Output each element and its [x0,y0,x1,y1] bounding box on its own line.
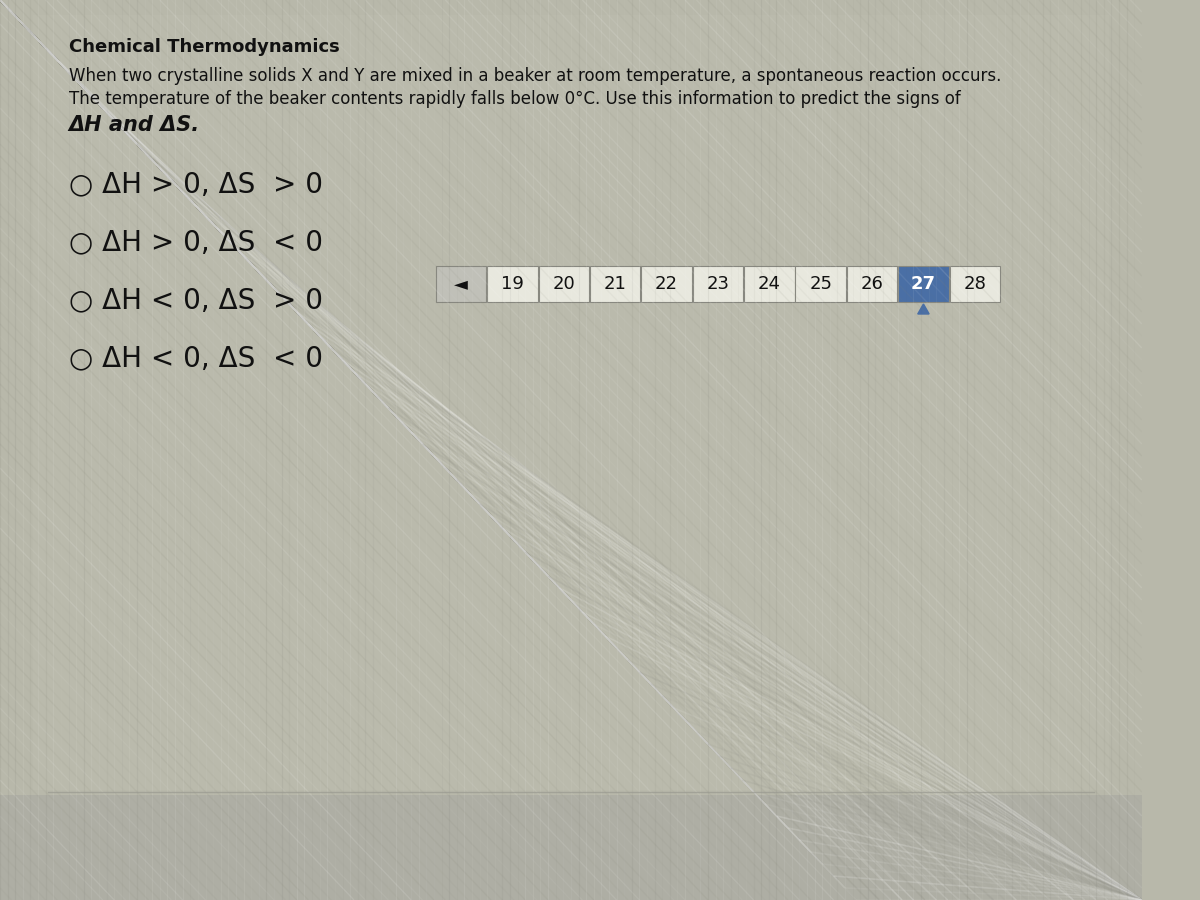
Text: ○ ΔH > 0, ΔS  > 0: ○ ΔH > 0, ΔS > 0 [68,170,323,198]
FancyBboxPatch shape [899,266,949,302]
Text: 19: 19 [500,275,524,293]
Text: 25: 25 [809,275,832,293]
Text: The temperature of the beaker contents rapidly falls below 0°C. Use this informa: The temperature of the beaker contents r… [68,90,960,108]
FancyBboxPatch shape [641,266,691,302]
Text: 27: 27 [911,275,936,293]
Text: Chemical Thermodynamics: Chemical Thermodynamics [68,38,340,56]
FancyBboxPatch shape [847,266,898,302]
FancyBboxPatch shape [487,266,538,302]
Text: 22: 22 [655,275,678,293]
Text: 20: 20 [552,275,575,293]
FancyBboxPatch shape [744,266,794,302]
FancyBboxPatch shape [539,266,589,302]
FancyBboxPatch shape [590,266,641,302]
Text: 28: 28 [964,275,986,293]
Text: ○ ΔH < 0, ΔS  > 0: ○ ΔH < 0, ΔS > 0 [68,286,323,314]
Text: 26: 26 [860,275,883,293]
Polygon shape [918,304,929,314]
FancyBboxPatch shape [0,795,1142,900]
FancyBboxPatch shape [692,266,743,302]
Text: ○ ΔH < 0, ΔS  < 0: ○ ΔH < 0, ΔS < 0 [68,344,323,372]
Text: ◄: ◄ [454,275,468,293]
FancyBboxPatch shape [436,266,486,302]
FancyBboxPatch shape [949,266,1000,302]
FancyBboxPatch shape [0,0,1142,900]
Text: 24: 24 [758,275,781,293]
FancyBboxPatch shape [796,266,846,302]
Text: ΔH and ΔS.: ΔH and ΔS. [68,115,199,135]
Text: ○ ΔH > 0, ΔS  < 0: ○ ΔH > 0, ΔS < 0 [68,228,323,256]
Text: When two crystalline solids X and Y are mixed in a beaker at room temperature, a: When two crystalline solids X and Y are … [68,67,1001,85]
Text: 21: 21 [604,275,626,293]
Text: 23: 23 [707,275,730,293]
FancyBboxPatch shape [34,15,1109,790]
